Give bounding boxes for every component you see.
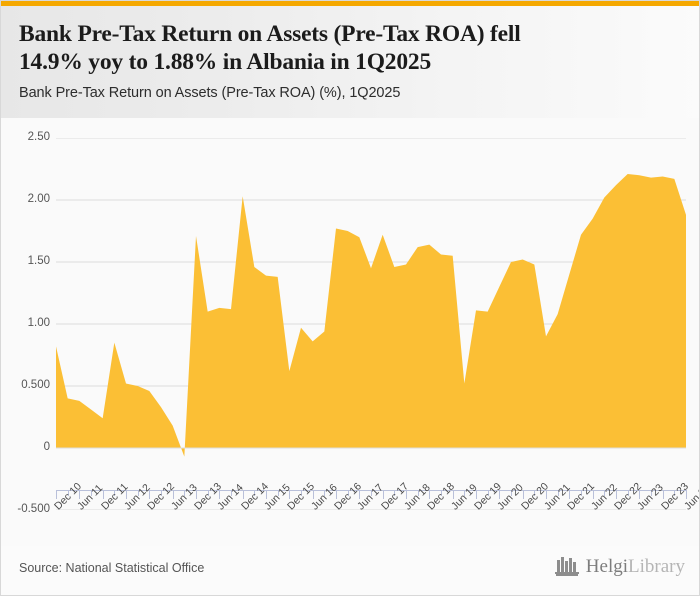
- x-axis-tick: [686, 490, 687, 499]
- area-chart: [56, 137, 686, 511]
- chart-header: Bank Pre-Tax Return on Assets (Pre-Tax R…: [1, 6, 699, 118]
- y-axis-tick-label: 1.50: [27, 255, 50, 267]
- x-axis-labels: Dec 10 Jun 11 Dec 11 Jun 12 Dec 12 Jun 13 Dec …: [52, 480, 699, 552]
- logo-word-library: Library: [628, 556, 685, 577]
- x-axis-tick: [569, 490, 571, 499]
- x-axis-tick: [114, 490, 116, 496]
- x-axis-tick: [604, 490, 606, 496]
- x-axis-tick: [324, 490, 326, 496]
- x-axis-tick: [371, 490, 372, 496]
- x-axis-tick: [639, 490, 641, 499]
- source-note: Source: National Statistical Office: [19, 561, 205, 575]
- x-axis-tick: [301, 490, 302, 496]
- x-axis-tick: [79, 490, 81, 499]
- chart-subtitle: Bank Pre-Tax Return on Assets (Pre-Tax R…: [19, 85, 401, 101]
- y-axis-labels: 2.50 2.00 1.50 1.00 0.500 0 -0.500: [1, 131, 50, 515]
- x-axis-tick: [137, 490, 139, 496]
- x-axis-tick: [464, 490, 466, 496]
- x-axis-tick: [347, 490, 349, 496]
- x-axis-tick: [616, 490, 617, 499]
- x-axis-tick: [254, 490, 256, 496]
- x-axis-tick: [231, 490, 232, 496]
- x-axis-tick: [429, 490, 431, 499]
- chart-plot-area: 2.50 2.00 1.50 1.00 0.500 0 -0.500 Dec 10 Jun 1…: [1, 118, 699, 546]
- x-axis-tick: [219, 490, 221, 499]
- x-axis-tick: [207, 490, 209, 496]
- x-axis-tick: [546, 490, 547, 499]
- x-axis-tick: [277, 490, 279, 496]
- x-axis-tick: [499, 490, 501, 499]
- x-axis-tick: [196, 490, 197, 499]
- x-axis-tick: [184, 490, 186, 496]
- x-axis-tick: [126, 490, 127, 499]
- y-axis-tick-label: -0.500: [17, 503, 50, 515]
- x-axis-tick: [674, 490, 676, 496]
- x-axis-tick: [266, 490, 267, 499]
- y-axis-tick-label: 0.500: [21, 379, 50, 391]
- x-axis-tick: [336, 490, 337, 499]
- x-axis-tick: [67, 490, 69, 496]
- x-axis-tick: [382, 490, 384, 499]
- x-axis-tick: [406, 490, 407, 499]
- y-axis-tick-label: 0: [43, 441, 50, 453]
- helgi-library-logo[interactable]: HelgiLibrary: [554, 556, 685, 578]
- x-axis-tick: [522, 490, 524, 499]
- x-axis-tick: [394, 490, 396, 496]
- area-chart-svg: [56, 137, 686, 511]
- x-axis-tick: [102, 490, 104, 499]
- x-axis-tick: [441, 490, 442, 496]
- x-axis-tick: [359, 490, 361, 499]
- x-axis-tick: [161, 490, 162, 496]
- series-area-path: [56, 173, 686, 457]
- x-axis-tick: [91, 490, 92, 496]
- x-axis-tick: [534, 490, 536, 496]
- x-axis-tick: [511, 490, 512, 496]
- x-axis-tick: [452, 490, 454, 499]
- chart-footer: Source: National Statistical Office Helg…: [1, 546, 699, 595]
- x-axis-tick: [149, 490, 151, 499]
- x-axis-tick: [56, 490, 57, 499]
- x-axis-tick: [242, 490, 244, 499]
- y-axis-tick-label: 2.00: [27, 193, 50, 205]
- x-axis-tick: [557, 490, 559, 496]
- x-axis-ticks: [56, 490, 687, 500]
- logo-wordmark: HelgiLibrary: [586, 556, 685, 578]
- y-axis-tick-label: 1.00: [27, 317, 50, 329]
- x-axis-tick: [312, 490, 314, 499]
- x-axis-tick: [581, 490, 582, 496]
- logo-word-helgi: Helgi: [585, 556, 629, 577]
- top-accent-bar: [1, 1, 699, 6]
- x-axis-tick: [487, 490, 489, 496]
- x-axis-tick: [172, 490, 174, 499]
- x-axis-tick: [476, 490, 477, 499]
- x-axis-tick: [592, 490, 594, 499]
- page-title: Bank Pre-Tax Return on Assets (Pre-Tax R…: [19, 21, 521, 75]
- library-books-icon: [554, 557, 579, 576]
- x-axis-tick: [417, 490, 419, 496]
- x-axis-tick: [651, 490, 652, 496]
- x-axis-tick: [289, 490, 291, 499]
- x-axis-tick: [627, 490, 629, 496]
- x-axis-tick: [662, 490, 664, 499]
- y-axis-tick-label: 2.50: [27, 131, 50, 143]
